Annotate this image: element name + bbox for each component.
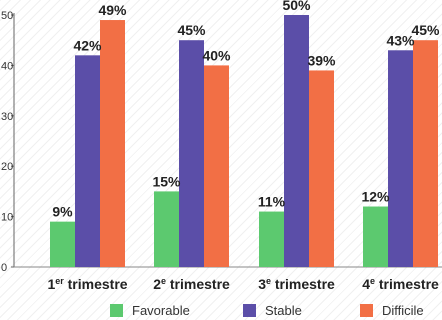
data-label-stable-1: 42% bbox=[73, 37, 102, 53]
bar-difficile-3 bbox=[309, 70, 334, 267]
x-category-label-3: 3e trimestre bbox=[258, 276, 335, 292]
bar-favorable-3 bbox=[259, 211, 284, 267]
bar-favorable-1 bbox=[50, 221, 75, 267]
y-tick-label: 20 bbox=[1, 161, 13, 173]
legend-swatch-stable bbox=[243, 303, 256, 317]
bar-stable-2 bbox=[179, 40, 204, 268]
x-category-label-2: 2e trimestre bbox=[153, 276, 230, 292]
y-tick-label: 0 bbox=[1, 262, 7, 274]
bar-favorable-2 bbox=[154, 191, 179, 267]
legend: Favorable Stable Difficile bbox=[0, 300, 442, 320]
data-label-difficile-2: 40% bbox=[202, 47, 231, 63]
data-label-stable-2: 45% bbox=[177, 22, 206, 38]
data-label-difficile-3: 39% bbox=[307, 52, 336, 68]
bar-favorable-4 bbox=[363, 206, 388, 267]
bar-stable-1 bbox=[75, 55, 100, 267]
data-labels: 9% 15% 11% 12% 42% 45% 50% 43% 49% 40% 39% 45% bbox=[52, 0, 440, 220]
legend-item-difficile: Difficile bbox=[360, 300, 424, 320]
data-label-stable-3: 50% bbox=[282, 0, 311, 13]
legend-label-favorable: Favorable bbox=[132, 302, 190, 318]
legend-label-difficile: Difficile bbox=[382, 302, 424, 318]
data-label-favorable-2: 15% bbox=[152, 173, 181, 189]
y-tick-label: 50 bbox=[1, 10, 13, 22]
bar-stable-4 bbox=[388, 50, 413, 267]
y-tick-label: 10 bbox=[1, 212, 13, 224]
data-label-difficile-4: 45% bbox=[411, 22, 440, 38]
bar-difficile-1 bbox=[100, 20, 125, 268]
bar-chart: 0 10 20 30 40 50 9% 15% 11% 12% 42% 45% 50% 43% 49% 40… bbox=[1, 0, 442, 292]
bar-stable-3 bbox=[284, 15, 309, 267]
data-label-favorable-1: 9% bbox=[52, 204, 73, 220]
data-label-favorable-4: 12% bbox=[361, 189, 390, 205]
data-label-stable-4: 43% bbox=[386, 32, 415, 48]
y-tick-label: 30 bbox=[1, 111, 13, 123]
legend-swatch-favorable bbox=[110, 303, 123, 317]
data-label-favorable-3: 11% bbox=[258, 194, 286, 210]
x-category-label-1: 1er trimestre bbox=[47, 276, 127, 292]
legend-swatch-difficile bbox=[360, 303, 373, 317]
data-label-difficile-1: 49% bbox=[98, 2, 127, 18]
bar-difficile-2 bbox=[204, 65, 229, 268]
x-category-label-4: 4e trimestre bbox=[362, 276, 439, 292]
y-tick-label: 40 bbox=[1, 60, 13, 72]
legend-item-favorable: Favorable bbox=[110, 300, 190, 320]
bars bbox=[50, 15, 438, 268]
x-axis: 1er trimestre 2e trimestre 3e trimestre 4e … bbox=[47, 276, 439, 292]
legend-label-stable: Stable bbox=[265, 302, 302, 318]
legend-item-stable: Stable bbox=[243, 300, 302, 320]
bar-difficile-4 bbox=[413, 40, 438, 268]
